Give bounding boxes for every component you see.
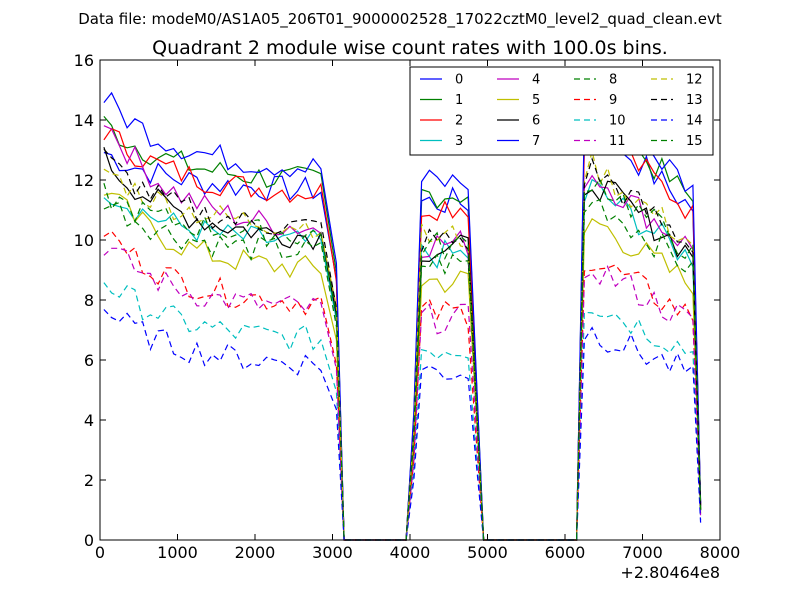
x-tick-label: 6000 [545, 543, 586, 562]
series-line-15 [103, 177, 702, 541]
series-line-13 [103, 148, 702, 541]
legend-label-13: 13 [686, 93, 703, 108]
y-tick-label: 10 [74, 231, 94, 250]
series-line-1 [103, 105, 702, 541]
legend-label-8: 8 [609, 73, 617, 88]
series-line-5 [103, 192, 702, 541]
legend-label-2: 2 [455, 114, 463, 129]
y-tick-label: 12 [74, 171, 94, 190]
y-tick-label: 4 [84, 411, 94, 430]
y-tick-label: 8 [84, 291, 94, 310]
series-line-11 [103, 247, 702, 541]
y-tick-label: 16 [74, 51, 94, 70]
y-tick-label: 0 [84, 531, 94, 550]
series-line-3 [103, 178, 702, 541]
legend-label-12: 12 [686, 73, 703, 88]
legend-label-1: 1 [455, 93, 463, 108]
y-tick-label: 14 [74, 111, 94, 130]
x-offset-label: +2.80464e8 [620, 563, 720, 582]
x-tick-label: 2000 [235, 543, 276, 562]
series-line-6 [103, 147, 702, 541]
series-line-7 [103, 86, 702, 541]
chart-title: Quadrant 2 module wise count rates with … [152, 37, 668, 59]
x-tick-label: 3000 [312, 543, 353, 562]
legend-label-11: 11 [609, 134, 626, 149]
series-line-2 [103, 125, 702, 541]
axis-ticks: 0 1000 2000 3000 4000 5000 6000 7000 80000246810… [74, 51, 741, 562]
legend-label-7: 7 [532, 134, 540, 149]
y-tick-label: 6 [84, 351, 94, 370]
x-tick-label: 0 [95, 543, 105, 562]
legend-label-9: 9 [609, 93, 617, 108]
legend-label-14: 14 [686, 114, 703, 129]
series-line-14 [103, 309, 702, 541]
legend-label-6: 6 [532, 114, 540, 129]
series-line-8 [103, 198, 702, 541]
series-line-4 [103, 125, 702, 541]
legend-label-5: 5 [532, 93, 540, 108]
series-line-9 [103, 230, 702, 541]
chart-suptitle: Data file: modeM0/AS1A05_206T01_90000025… [78, 10, 722, 29]
x-tick-label: 4000 [390, 543, 431, 562]
series-line-12 [103, 151, 702, 541]
legend-label-4: 4 [532, 73, 540, 88]
series-line-0 [103, 119, 702, 541]
x-tick-label: 1000 [157, 543, 198, 562]
y-tick-label: 2 [84, 471, 94, 490]
x-tick-label: 7000 [622, 543, 663, 562]
x-tick-label: 5000 [467, 543, 508, 562]
legend-label-10: 10 [609, 114, 626, 129]
x-tick-label: 8000 [700, 543, 741, 562]
legend-label-3: 3 [455, 134, 463, 149]
plot-lines [103, 86, 702, 541]
legend-label-0: 0 [455, 73, 463, 88]
legend-label-15: 15 [686, 134, 703, 149]
series-line-10 [103, 282, 702, 541]
